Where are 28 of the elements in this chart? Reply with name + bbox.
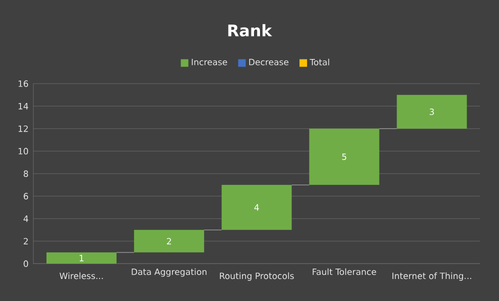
bar	[309, 128, 380, 185]
bar	[46, 252, 117, 264]
y-tick-label: 16	[18, 80, 28, 87]
legend-label: Decrease	[249, 58, 288, 66]
y-tick-label: 10	[18, 148, 28, 154]
x-tick-label: Routing Protocols	[220, 272, 294, 281]
bar	[222, 184, 292, 230]
legend-label: Total	[310, 58, 330, 66]
data-label: 2	[166, 238, 171, 244]
y-tick-label: 12	[18, 125, 28, 132]
data-label: 1	[80, 254, 84, 262]
x-tick-label: Wireless...	[60, 272, 103, 280]
x-tick-label: Fault Tolerance	[312, 268, 376, 276]
bar	[396, 94, 467, 129]
y-tick-label: 0	[24, 260, 28, 267]
legend-label: Increase	[192, 58, 228, 66]
bar	[134, 230, 204, 252]
chart-title: Rank	[228, 24, 272, 36]
data-label: 5	[342, 154, 346, 160]
y-tick-label: 6	[24, 192, 28, 200]
data-label: 4	[254, 204, 259, 211]
data-label: 3	[430, 108, 434, 116]
x-tick-label: Internet of Thing...	[392, 272, 472, 281]
y-tick-label: 4	[24, 216, 28, 222]
y-tick-label: 8	[24, 170, 28, 177]
y-tick-label: 2	[24, 238, 28, 244]
x-tick-label: Data Aggregation	[132, 268, 206, 277]
y-tick-label: 14	[18, 103, 28, 110]
